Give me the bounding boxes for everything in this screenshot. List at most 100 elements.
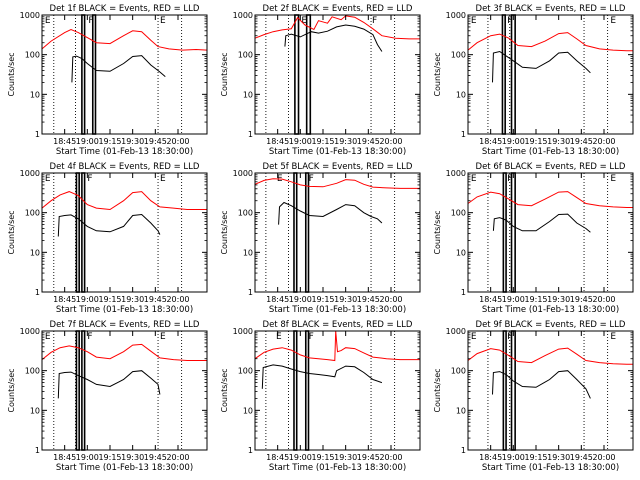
interval-marker: E <box>471 332 477 342</box>
x-axis-label: Start Time (01-Feb-13 18:30:00) <box>269 463 406 473</box>
x-tick-label: 19:00 <box>289 295 312 304</box>
y-tick-label: 100 <box>451 51 466 60</box>
y-tick-label: 1000 <box>233 169 253 178</box>
x-tick-label: 18:45 <box>53 137 76 146</box>
series-line-lld <box>41 343 207 361</box>
x-tick-label: 20:00 <box>379 295 402 304</box>
x-tick-label: 19:15 <box>311 453 334 462</box>
x-tick-label: 19:45 <box>357 137 380 146</box>
x-tick-label: 18:45 <box>53 453 76 462</box>
panel-det-9f: Det 9f BLACK = Events, RED = LLD E F E 1 10 10… <box>433 320 634 473</box>
x-tick-label: 19:00 <box>76 137 99 146</box>
series-line-events <box>57 370 161 399</box>
interval-marker: E <box>301 16 307 26</box>
series-line-lld <box>254 15 420 40</box>
x-tick-label: 19:30 <box>121 295 144 304</box>
x-tick-label: 19:45 <box>357 453 380 462</box>
x-tick-label: 18:45 <box>266 137 289 146</box>
x-tick-label: 20:00 <box>379 137 402 146</box>
interval-marker: F <box>309 174 314 184</box>
x-tick-label: 19:00 <box>289 137 312 146</box>
y-tick-label: 10 <box>30 90 40 99</box>
x-tick-label: 19:30 <box>547 137 570 146</box>
interval-marker: E <box>45 332 51 342</box>
x-tick-label: 19:30 <box>334 137 357 146</box>
interval-marker: E <box>610 16 616 26</box>
y-axis-label: Counts/sec <box>220 368 229 412</box>
series-line-events <box>57 213 161 237</box>
y-axis-label: Counts/sec <box>7 52 16 96</box>
series-line-lld <box>467 347 633 365</box>
y-tick-label: 1 <box>461 130 466 139</box>
series-line-lld <box>467 32 633 52</box>
x-tick-label: 20:00 <box>166 137 189 146</box>
y-tick-label: 1000 <box>20 169 40 178</box>
interval-marker: F <box>309 332 314 342</box>
interval-marker: E <box>160 332 166 342</box>
x-tick-label: 20:00 <box>592 295 615 304</box>
panel-title: Det 4f BLACK = Events, RED = LLD <box>50 162 200 172</box>
interval-marker: E <box>610 174 616 184</box>
plot-frame <box>467 330 634 451</box>
x-tick-label: 19:15 <box>311 295 334 304</box>
y-axis-label: Counts/sec <box>433 368 442 412</box>
plot-frame <box>254 14 421 135</box>
x-tick-label: 19:45 <box>570 295 593 304</box>
x-tick-label: 19:00 <box>76 453 99 462</box>
x-tick-label: 18:45 <box>479 295 502 304</box>
interval-marker: E <box>160 16 166 26</box>
series-line-lld <box>41 28 208 51</box>
y-tick-label: 100 <box>238 367 253 376</box>
panel-title: Det 2f BLACK = Events, RED = LLD <box>263 4 413 14</box>
interval-marker: F <box>507 174 512 184</box>
x-axis-label: Start Time (01-Feb-13 18:30:00) <box>56 463 193 473</box>
x-tick-label: 19:45 <box>144 295 167 304</box>
plot-frame <box>467 172 634 293</box>
y-tick-label: 100 <box>25 367 40 376</box>
y-tick-label: 1000 <box>446 11 466 20</box>
x-tick-label: 19:30 <box>121 453 144 462</box>
y-tick-label: 1 <box>248 130 253 139</box>
x-tick-label: 18:45 <box>53 295 76 304</box>
x-tick-label: 19:15 <box>98 137 121 146</box>
x-tick-label: 20:00 <box>379 453 402 462</box>
y-tick-label: 1000 <box>233 327 253 336</box>
panel-title: Det 5f BLACK = Events, RED = LLD <box>263 162 413 172</box>
panel-title: Det 3f BLACK = Events, RED = LLD <box>476 4 626 14</box>
panel-title: Det 7f BLACK = Events, RED = LLD <box>50 320 200 330</box>
plot-frame <box>41 172 208 293</box>
x-tick-label: 20:00 <box>592 453 615 462</box>
x-tick-label: 19:15 <box>524 453 547 462</box>
interval-marker: E <box>45 174 51 184</box>
x-tick-label: 19:30 <box>121 137 144 146</box>
plot-frame <box>254 330 421 451</box>
series-line-lld <box>467 191 633 208</box>
x-tick-label: 20:00 <box>166 453 189 462</box>
y-tick-label: 10 <box>456 90 466 99</box>
y-tick-label: 1 <box>35 130 40 139</box>
x-axis-label: Start Time (01-Feb-13 18:30:00) <box>482 305 619 315</box>
y-tick-label: 1000 <box>20 11 40 20</box>
interval-marker: F <box>507 332 512 342</box>
interval-marker: E <box>160 174 166 184</box>
x-axis-label: Start Time (01-Feb-13 18:30:00) <box>482 463 619 473</box>
y-tick-label: 10 <box>243 406 253 415</box>
panel-title: Det 6f BLACK = Events, RED = LLD <box>476 162 626 172</box>
panel-det-2f: Det 2f BLACK = Events, RED = LLD E F 1 10 100… <box>220 4 421 157</box>
panel-det-1f: Det 1f BLACK = Events, RED = LLD E F E 1 10 10… <box>7 4 208 157</box>
interval-marker: E <box>471 16 477 26</box>
y-tick-label: 100 <box>238 209 253 218</box>
y-tick-label: 10 <box>243 248 253 257</box>
interval-marker: E <box>276 332 282 342</box>
series-line-events <box>492 370 591 399</box>
x-tick-label: 19:45 <box>570 137 593 146</box>
interval-marker: E <box>45 16 51 26</box>
x-tick-label: 18:45 <box>266 295 289 304</box>
y-tick-label: 100 <box>451 209 466 218</box>
x-tick-label: 19:00 <box>76 295 99 304</box>
plot-frame <box>467 14 634 135</box>
y-tick-label: 10 <box>456 406 466 415</box>
interval-marker: F <box>87 332 92 342</box>
